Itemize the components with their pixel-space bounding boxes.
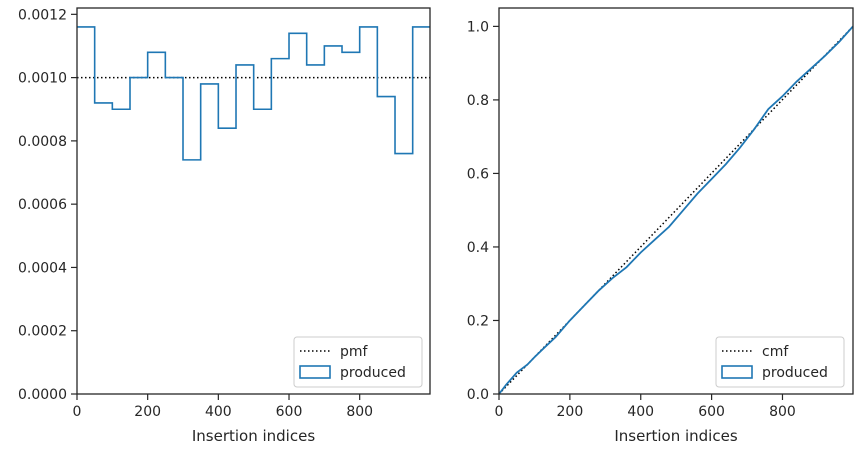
series-line-produced <box>77 26 430 161</box>
legend-label-pmf: pmf <box>340 344 369 360</box>
y-tick-label: 0.0 <box>467 387 489 403</box>
y-tick-label: 0.0002 <box>18 324 67 340</box>
y-tick-label: 0.0000 <box>18 387 67 403</box>
plot-frame <box>498 7 854 395</box>
y-tick-label: 0.2 <box>467 313 489 329</box>
legend-label-produced: produced <box>762 365 828 381</box>
legend: pmf produced <box>293 336 423 388</box>
legend-marker-produced <box>299 365 331 379</box>
x-axis-label: Insertion indices <box>614 427 737 445</box>
legend-label-produced: produced <box>340 365 406 381</box>
y-tick-label: 1.0 <box>467 19 489 35</box>
legend: cmf produced <box>715 336 845 388</box>
legend-box <box>293 336 423 388</box>
x-tick-label: 800 <box>346 404 373 420</box>
x-tick-label: 0 <box>495 404 504 420</box>
y-tick-label: 0.0012 <box>18 7 67 23</box>
y-tick-label: 0.0006 <box>18 197 67 213</box>
chart-panel-1: 0.0000 0.0002 0.0004 0.0006 0.0008 0.0010 0.00… <box>18 7 431 445</box>
series-line-produced <box>498 25 854 395</box>
series-line-cmf <box>498 25 854 395</box>
x-tick-label: 600 <box>276 404 303 420</box>
legend-box <box>715 336 845 388</box>
x-tick-label: 200 <box>557 404 584 420</box>
chart-panel-2: 0.0 0.2 0.4 0.6 0.8 1.0 0 200 400 600 800 Insertion… <box>467 7 854 445</box>
y-tick-label: 0.0010 <box>18 71 67 87</box>
x-tick-label: 600 <box>698 404 725 420</box>
x-tick-label: 200 <box>134 404 161 420</box>
y-tick-label: 0.6 <box>467 166 489 182</box>
y-tick-label: 0.0008 <box>18 134 67 150</box>
y-tick-label: 0.4 <box>467 240 489 256</box>
y-tick-label: 0.0004 <box>18 260 67 276</box>
y-tick-label: 0.8 <box>467 93 489 109</box>
x-tick-label: 0 <box>73 404 82 420</box>
x-tick-label: 400 <box>205 404 232 420</box>
x-tick-label: 800 <box>769 404 796 420</box>
plot-frame <box>76 7 431 395</box>
legend-label-cmf: cmf <box>762 344 789 360</box>
legend-marker-produced <box>721 365 753 379</box>
x-tick-label: 400 <box>627 404 654 420</box>
x-axis-label: Insertion indices <box>192 427 315 445</box>
